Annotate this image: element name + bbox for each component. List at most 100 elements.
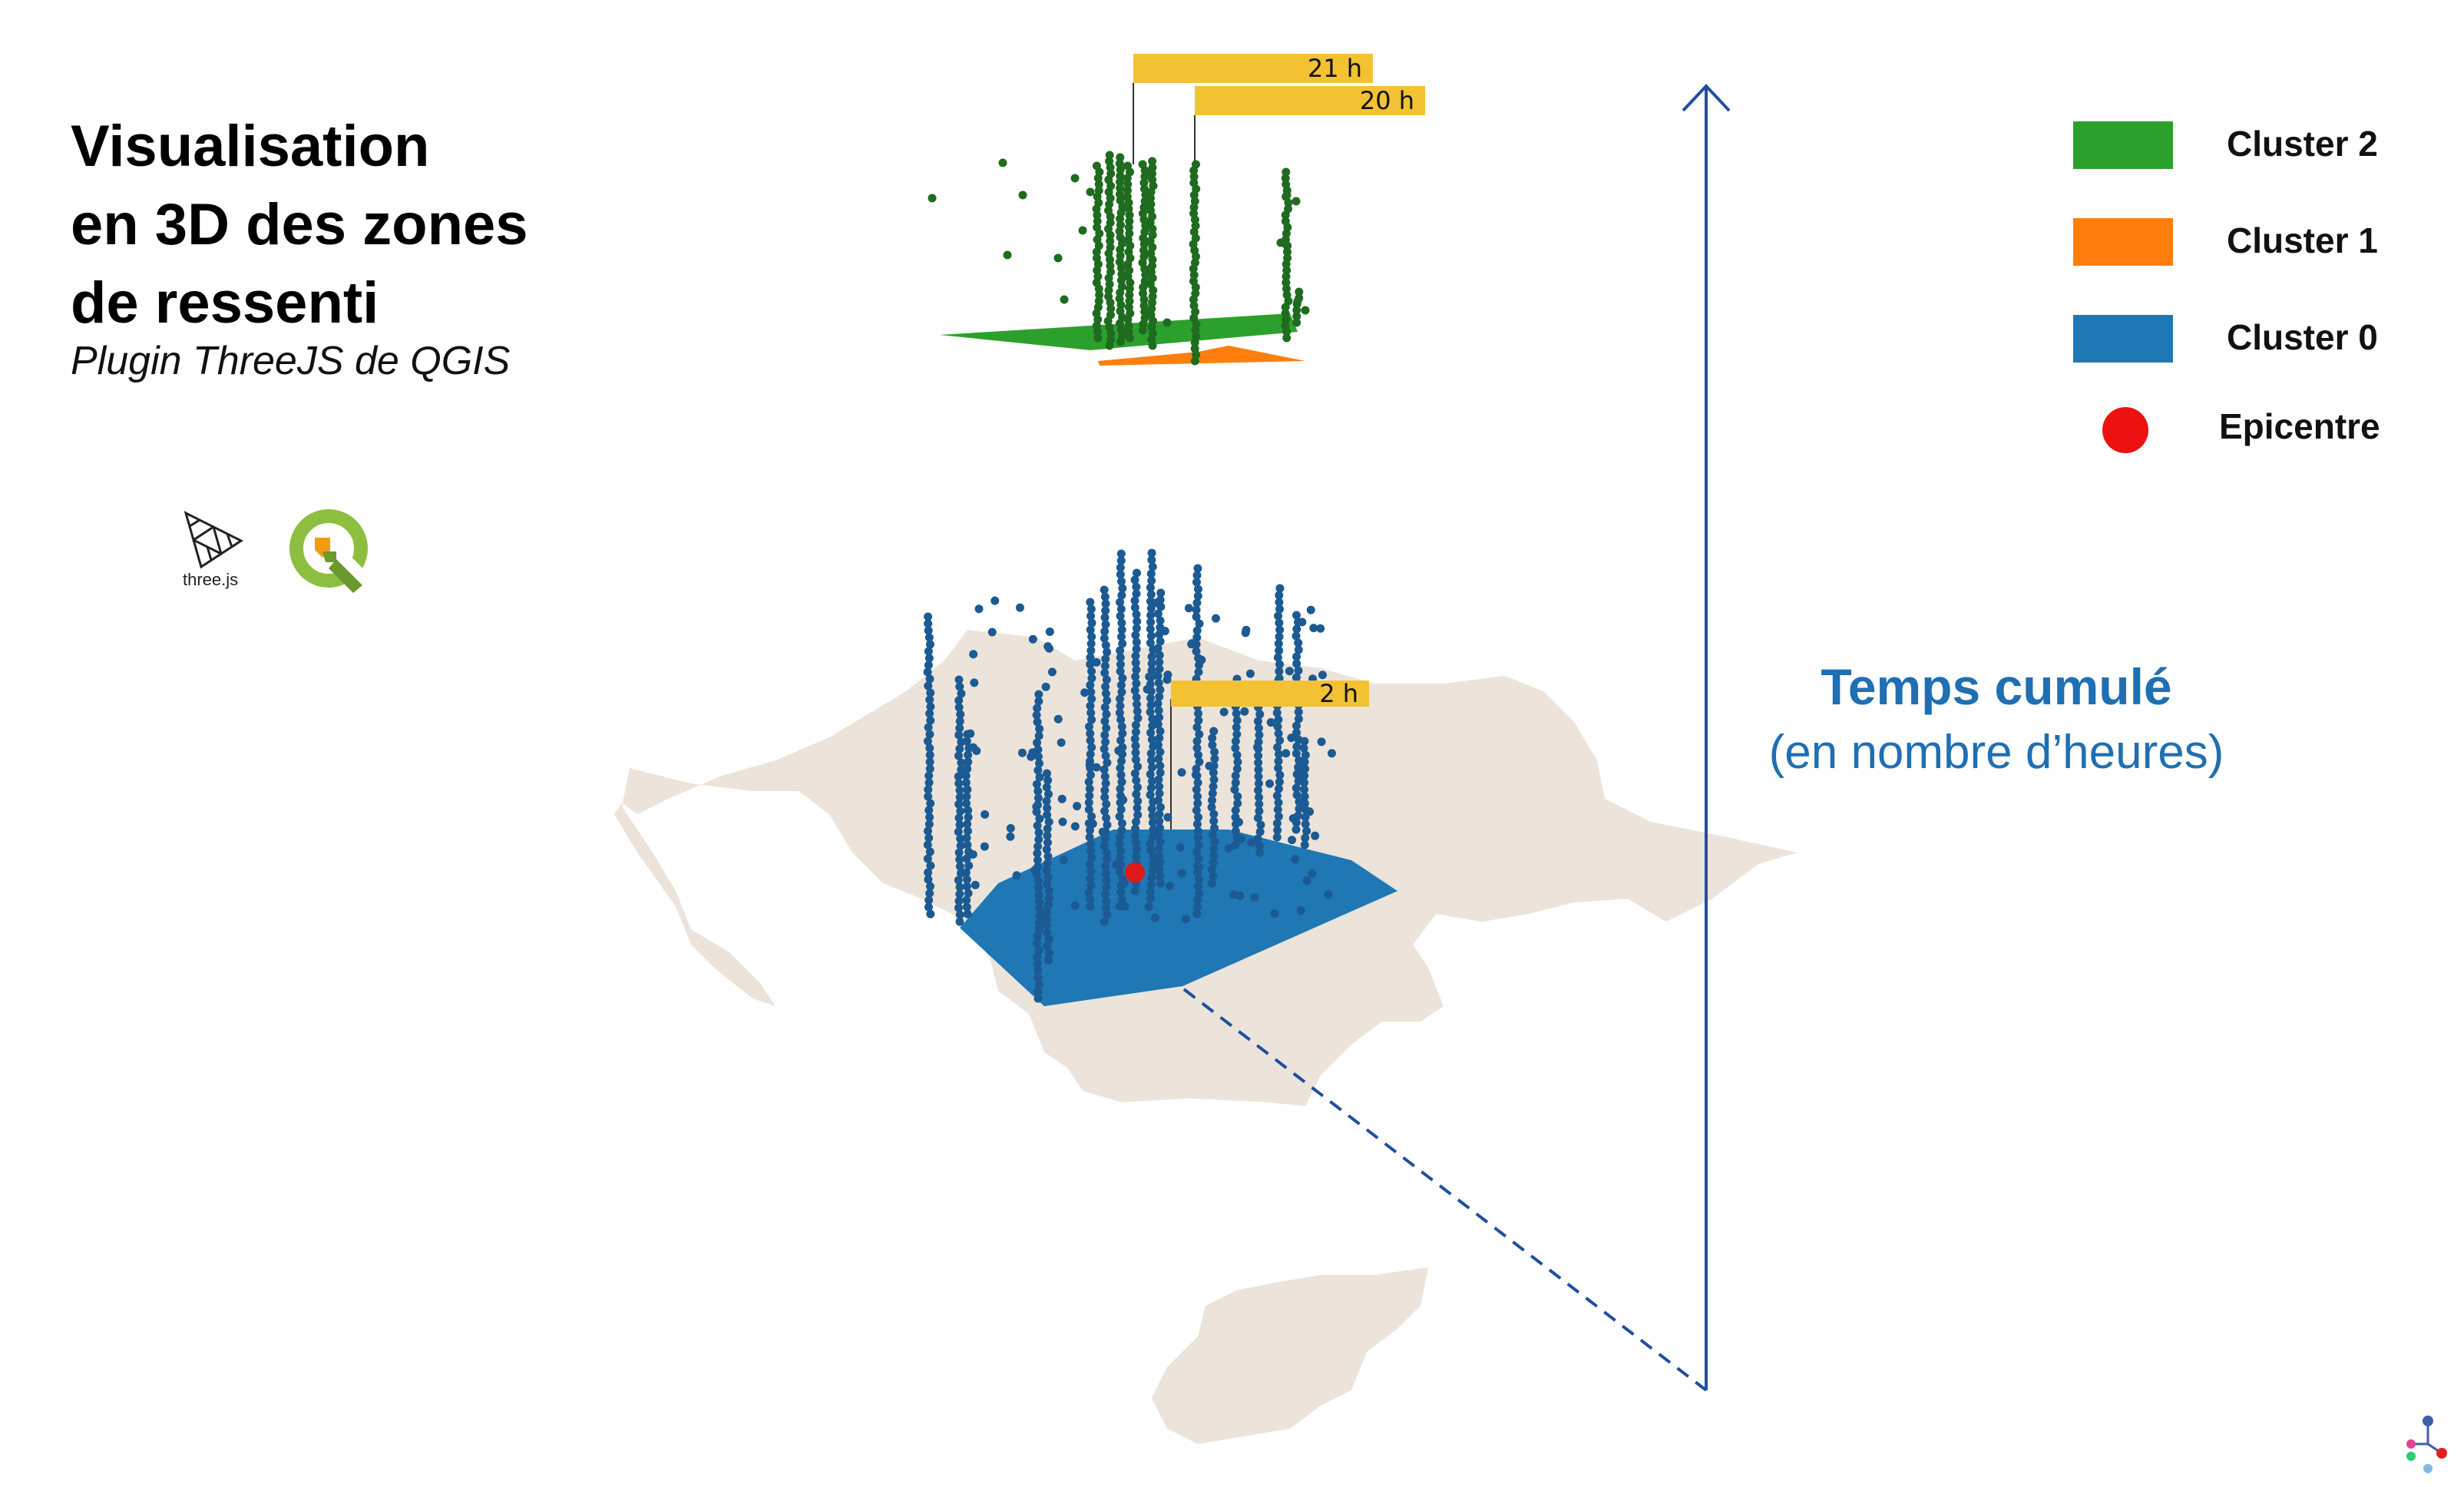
data-point [1084, 722, 1093, 731]
data-point [1101, 779, 1110, 788]
data-point [1146, 770, 1155, 779]
data-point [1104, 292, 1113, 301]
data-point [1151, 913, 1160, 922]
data-point [1292, 659, 1301, 668]
data-point [1101, 862, 1110, 871]
data-point [1042, 783, 1051, 792]
data-point [1103, 647, 1112, 657]
data-point [1101, 599, 1110, 608]
data-point [924, 820, 934, 829]
data-point [1101, 737, 1110, 747]
data-point [1084, 777, 1093, 787]
data-point [1191, 160, 1200, 169]
data-point [1292, 306, 1301, 315]
data-point [1139, 252, 1149, 261]
data-point [970, 678, 979, 687]
data-point [1275, 584, 1285, 593]
data-point [1154, 754, 1163, 763]
data-point [1133, 783, 1142, 792]
data-point [964, 889, 973, 898]
data-point [1147, 873, 1156, 883]
data-point [962, 799, 971, 808]
data-point [1275, 591, 1284, 600]
data-point [1086, 625, 1095, 634]
data-point [1086, 902, 1095, 911]
data-point [1117, 618, 1126, 628]
data-point [1032, 802, 1041, 811]
data-point [1205, 761, 1214, 770]
data-point [1156, 872, 1165, 881]
data-point [1190, 197, 1199, 206]
data-point [1117, 282, 1126, 291]
data-point [1254, 724, 1263, 733]
title-line-3: de ressenti [71, 270, 379, 336]
data-point [1044, 955, 1053, 965]
data-point [1078, 226, 1087, 235]
data-point [1034, 946, 1043, 955]
data-point [1274, 784, 1283, 793]
data-point [1191, 770, 1200, 780]
data-point [1148, 175, 1157, 184]
data-point [1193, 591, 1202, 601]
data-point [1294, 666, 1303, 675]
data-point [1101, 620, 1110, 629]
data-point [1042, 769, 1051, 778]
data-point [926, 909, 935, 919]
data-point [1053, 253, 1063, 263]
data-point [954, 848, 964, 857]
data-point [1115, 190, 1124, 199]
legend-label-cluster-1: Cluster 1 [2227, 220, 2378, 260]
data-point [1156, 637, 1165, 646]
data-point [1032, 780, 1041, 789]
data-point [1118, 674, 1127, 683]
data-point [1106, 169, 1116, 178]
data-point [955, 855, 964, 864]
data-point [1254, 779, 1263, 788]
data-point [1155, 713, 1164, 722]
data-point [963, 840, 972, 849]
data-point [1043, 824, 1052, 833]
data-point [1106, 218, 1115, 227]
data-point [1041, 682, 1050, 691]
data-point [1154, 678, 1163, 687]
data-point [1193, 792, 1202, 801]
title-line-2: en 3D des zones [71, 192, 528, 257]
data-point [1292, 318, 1301, 327]
data-point [1301, 820, 1310, 829]
data-point [1084, 805, 1093, 814]
data-point [1100, 585, 1109, 594]
data-point [1133, 762, 1143, 771]
data-point [1192, 737, 1202, 746]
data-point [1102, 710, 1111, 719]
data-point [1104, 286, 1113, 295]
data-point [1197, 655, 1206, 664]
data-point [924, 647, 933, 656]
data-point [1292, 825, 1301, 834]
data-point [1116, 549, 1126, 558]
data-point [1284, 204, 1293, 214]
data-point [1155, 734, 1164, 743]
data-point [1106, 261, 1115, 270]
data-point [964, 806, 973, 815]
data-point [1275, 604, 1284, 614]
time-label-21h: 21 h [1133, 54, 1373, 83]
data-point [1300, 799, 1309, 808]
data-point [1086, 598, 1095, 607]
data-point [1092, 161, 1101, 171]
data-point [1116, 853, 1125, 863]
data-point [1132, 589, 1141, 598]
data-point [954, 827, 963, 836]
data-point [1192, 847, 1202, 856]
data-point [1156, 837, 1165, 846]
data-point [1043, 900, 1053, 909]
data-point [1274, 763, 1283, 773]
data-point [924, 785, 933, 794]
data-point [1156, 747, 1165, 757]
data-point [1040, 910, 1049, 919]
data-point [1034, 842, 1043, 851]
data-point [1044, 886, 1053, 896]
data-point [1296, 906, 1305, 916]
data-point [1156, 803, 1165, 812]
data-point [1298, 618, 1307, 627]
data-point [1146, 590, 1156, 599]
